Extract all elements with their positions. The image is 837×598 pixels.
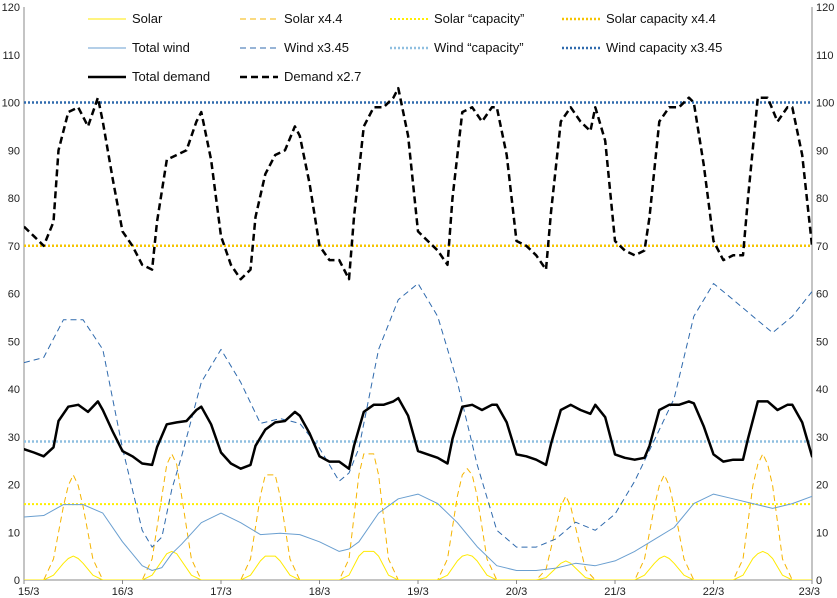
y-tick-label-right: 110 xyxy=(816,50,834,62)
legend-item-wind-capacity: Wind “capacity” xyxy=(390,40,524,55)
legend-item-total-wind: Total wind xyxy=(88,40,190,55)
series-line-solar xyxy=(24,550,812,580)
legend-label: Solar “capacity” xyxy=(434,11,524,26)
legend-item-total-demand: Total demand xyxy=(88,69,210,84)
legend-label: Wind x3.45 xyxy=(284,40,349,55)
series-line-demand-x2-7 xyxy=(24,86,812,281)
y-tick-label-left: 0 xyxy=(14,575,20,587)
y-tick-label-left: 80 xyxy=(8,193,20,205)
y-tick-label-right: 60 xyxy=(816,289,828,301)
x-tick-label: 23/3 xyxy=(799,586,820,598)
legend-item-solar-capacity-x4-4: Solar capacity x4.4 xyxy=(562,11,716,26)
series-line-wind-x3-45 xyxy=(24,283,812,548)
y-tick-label-left: 70 xyxy=(8,241,20,253)
x-tick-label: 21/3 xyxy=(604,586,625,598)
x-tick-label: 16/3 xyxy=(112,586,133,598)
x-tick-label: 22/3 xyxy=(703,586,724,598)
y-tick-label-left: 10 xyxy=(8,527,20,539)
y-tick-label-right: 120 xyxy=(816,2,834,14)
legend-label: Solar x4.4 xyxy=(284,11,343,26)
y-tick-label-right: 10 xyxy=(816,527,828,539)
y-tick-label-right: 50 xyxy=(816,336,828,348)
legend-label: Total demand xyxy=(132,69,210,84)
y-tick-label-right: 70 xyxy=(816,241,828,253)
legend-label: Total wind xyxy=(132,40,190,55)
legend-label: Wind capacity x3.45 xyxy=(606,40,722,55)
y-tick-label-right: 0 xyxy=(816,575,822,587)
legend-item-wind-capacity-x3-45: Wind capacity x3.45 xyxy=(562,40,722,55)
legend-label: Wind “capacity” xyxy=(434,40,524,55)
x-tick-label: 17/3 xyxy=(210,586,231,598)
y-tick-label-right: 30 xyxy=(816,432,828,444)
y-tick-label-right: 40 xyxy=(816,384,828,396)
series-line-total-demand xyxy=(24,396,812,470)
x-tick-label: 20/3 xyxy=(506,586,527,598)
x-tick-label: 15/3 xyxy=(18,586,39,598)
y-tick-label-left: 40 xyxy=(8,384,20,396)
legend: Solar Solar x4.4 Solar “capacity” Solar cap… xyxy=(88,11,722,84)
legend-item-solar-capacity: Solar “capacity” xyxy=(390,11,524,26)
plot-area xyxy=(24,86,812,580)
legend-item-solar: Solar xyxy=(88,11,163,26)
legend-item-wind-x3-45: Wind x3.45 xyxy=(240,40,349,55)
y-tick-label-right: 100 xyxy=(816,98,834,110)
y-tick-label-left: 20 xyxy=(8,480,20,492)
x-tick-label: 19/3 xyxy=(407,586,428,598)
legend-item-demand-x2-7: Demand x2.7 xyxy=(240,69,361,84)
y-tick-label-left: 60 xyxy=(8,289,20,301)
legend-label: Solar xyxy=(132,11,163,26)
y-tick-label-left: 110 xyxy=(2,50,20,62)
y-tick-label-left: 30 xyxy=(8,432,20,444)
y-tick-label-right: 20 xyxy=(816,480,828,492)
y-tick-label-left: 100 xyxy=(2,98,20,110)
series-line-solar-x4-4 xyxy=(24,453,812,580)
y-tick-label-left: 50 xyxy=(8,336,20,348)
legend-label: Solar capacity x4.4 xyxy=(606,11,716,26)
y-tick-label-right: 90 xyxy=(816,145,828,157)
y-tick-label-left: 90 xyxy=(8,145,20,157)
series-line-total-wind xyxy=(24,493,812,571)
legend-item-solar-x4-4: Solar x4.4 xyxy=(240,11,343,26)
y-tick-label-left: 120 xyxy=(2,2,20,14)
x-tick-label: 18/3 xyxy=(309,586,330,598)
y-tick-label-right: 80 xyxy=(816,193,828,205)
legend-label: Demand x2.7 xyxy=(284,69,361,84)
